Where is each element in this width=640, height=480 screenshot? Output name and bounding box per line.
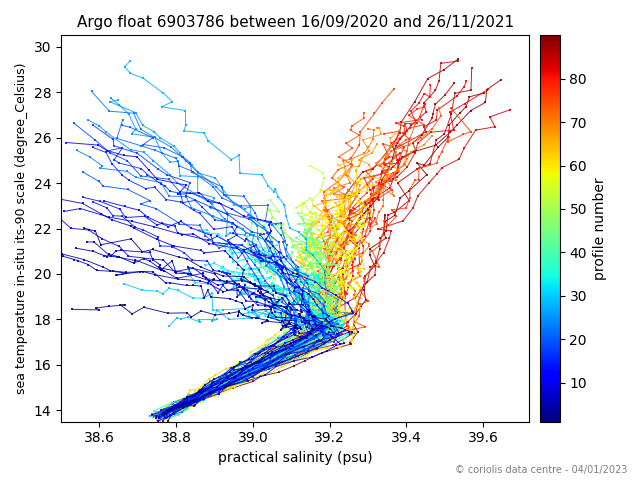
Y-axis label: profile number: profile number <box>593 177 607 280</box>
Title: Argo float 6903786 between 16/09/2020 and 26/11/2021: Argo float 6903786 between 16/09/2020 an… <box>77 15 514 30</box>
X-axis label: practical salinity (psu): practical salinity (psu) <box>218 451 372 465</box>
Y-axis label: sea temperature in-situ its-90 scale (degree_Celsius): sea temperature in-situ its-90 scale (de… <box>15 63 28 394</box>
Text: © coriolis data centre - 04/01/2023: © coriolis data centre - 04/01/2023 <box>455 465 627 475</box>
